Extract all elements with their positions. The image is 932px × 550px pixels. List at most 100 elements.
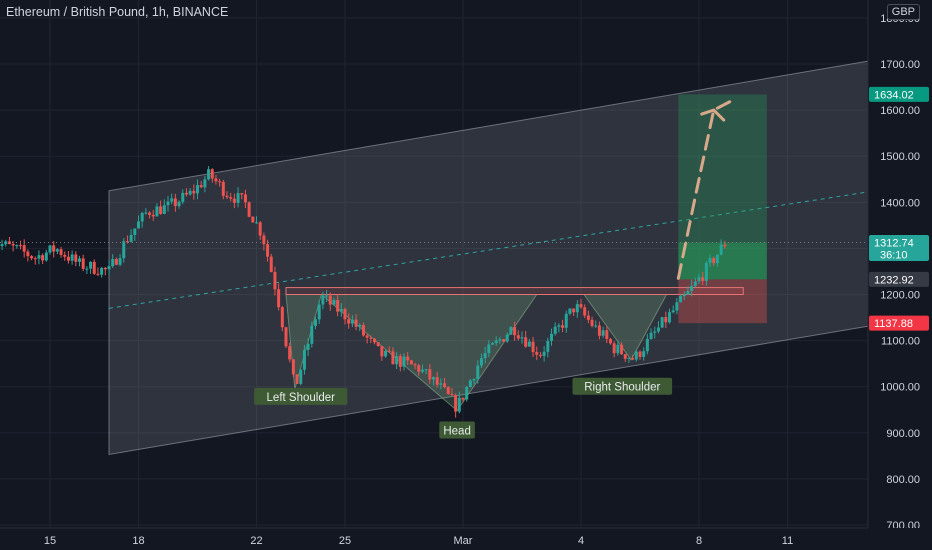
candle-body bbox=[520, 337, 524, 339]
candle bbox=[561, 319, 565, 333]
candle bbox=[343, 307, 347, 325]
candle-body bbox=[192, 190, 196, 194]
candle-body bbox=[140, 212, 144, 222]
candle bbox=[609, 337, 612, 345]
candle-body bbox=[52, 245, 56, 252]
price-tag-bg bbox=[869, 235, 929, 262]
candle-body bbox=[461, 397, 465, 400]
candle bbox=[671, 305, 675, 314]
candle bbox=[376, 342, 380, 347]
candle bbox=[89, 261, 93, 274]
candle-body bbox=[314, 319, 317, 326]
candle-body bbox=[122, 241, 126, 259]
candle bbox=[642, 347, 646, 361]
candle bbox=[52, 241, 56, 258]
y-tick-label: 1200.00 bbox=[880, 290, 920, 302]
candle bbox=[339, 302, 343, 317]
candle-body bbox=[210, 169, 214, 179]
x-tick-label: 25 bbox=[339, 535, 351, 547]
candle bbox=[66, 250, 70, 264]
price-tag-label: 1137.88 bbox=[874, 318, 913, 330]
candle-body bbox=[631, 357, 635, 360]
candle bbox=[454, 393, 458, 418]
candle bbox=[487, 339, 491, 357]
candle-body bbox=[63, 254, 67, 257]
candle-body bbox=[19, 245, 22, 247]
candle-body bbox=[225, 195, 229, 198]
candle bbox=[207, 166, 211, 181]
candle-body bbox=[402, 356, 406, 367]
candle-body bbox=[708, 258, 712, 263]
candle-body bbox=[203, 179, 207, 188]
candle bbox=[601, 326, 605, 338]
candle-body bbox=[454, 395, 458, 412]
candle-body bbox=[376, 342, 380, 347]
candle-body bbox=[645, 338, 649, 352]
candle-body bbox=[291, 359, 295, 375]
candle-body bbox=[439, 383, 443, 385]
candle-body bbox=[155, 206, 159, 217]
candle-body bbox=[446, 387, 450, 395]
candle bbox=[280, 305, 284, 332]
candle-body bbox=[243, 194, 247, 203]
candle bbox=[332, 297, 336, 306]
candle bbox=[0, 239, 4, 251]
candle-body bbox=[527, 341, 531, 347]
candle-body bbox=[85, 268, 89, 270]
candle bbox=[446, 386, 450, 395]
candle bbox=[583, 304, 587, 319]
candle-body bbox=[354, 319, 358, 327]
candle-body bbox=[664, 317, 668, 323]
y-tick-label: 1000.00 bbox=[880, 382, 920, 394]
candle bbox=[203, 175, 207, 193]
candle bbox=[586, 310, 590, 324]
candle-body bbox=[277, 289, 281, 308]
candle bbox=[509, 326, 513, 335]
pattern-label: Right Shoulder bbox=[572, 377, 673, 395]
candle-body bbox=[92, 261, 96, 274]
candle bbox=[306, 338, 310, 357]
candle bbox=[358, 323, 362, 332]
candle-body bbox=[199, 185, 203, 188]
candle-body bbox=[111, 259, 115, 267]
candle-body bbox=[328, 295, 332, 305]
candle-body bbox=[597, 325, 601, 336]
candle-body bbox=[251, 216, 255, 223]
candle bbox=[225, 191, 229, 200]
candle bbox=[284, 326, 288, 349]
candle-body bbox=[100, 267, 104, 275]
candle bbox=[631, 354, 635, 361]
currency-button[interactable]: GBP bbox=[886, 4, 920, 20]
candle-body bbox=[557, 325, 561, 327]
candle bbox=[542, 346, 546, 362]
candle bbox=[516, 330, 520, 341]
candle bbox=[361, 322, 365, 337]
candle-body bbox=[487, 344, 491, 354]
pattern-label-bg bbox=[254, 387, 348, 405]
candle-body bbox=[483, 353, 487, 359]
candle bbox=[173, 193, 177, 212]
candle-body bbox=[420, 369, 424, 372]
candle bbox=[472, 378, 476, 385]
candle-body bbox=[44, 252, 48, 261]
x-tick-label: 18 bbox=[132, 535, 144, 547]
candle-body bbox=[546, 340, 550, 352]
candle bbox=[291, 358, 295, 377]
price-tag-bg bbox=[869, 86, 929, 102]
candle bbox=[7, 236, 11, 245]
candle bbox=[55, 248, 59, 255]
candle-body bbox=[317, 304, 321, 320]
candle-body bbox=[325, 295, 329, 297]
candle-body bbox=[424, 369, 428, 371]
candle bbox=[605, 326, 609, 344]
candle bbox=[111, 254, 115, 268]
candle-body bbox=[137, 221, 140, 229]
candle bbox=[664, 311, 668, 329]
candle bbox=[616, 340, 620, 356]
candle-body bbox=[361, 325, 365, 336]
candle bbox=[494, 336, 498, 346]
candle-body bbox=[236, 193, 240, 203]
candle bbox=[11, 240, 15, 252]
